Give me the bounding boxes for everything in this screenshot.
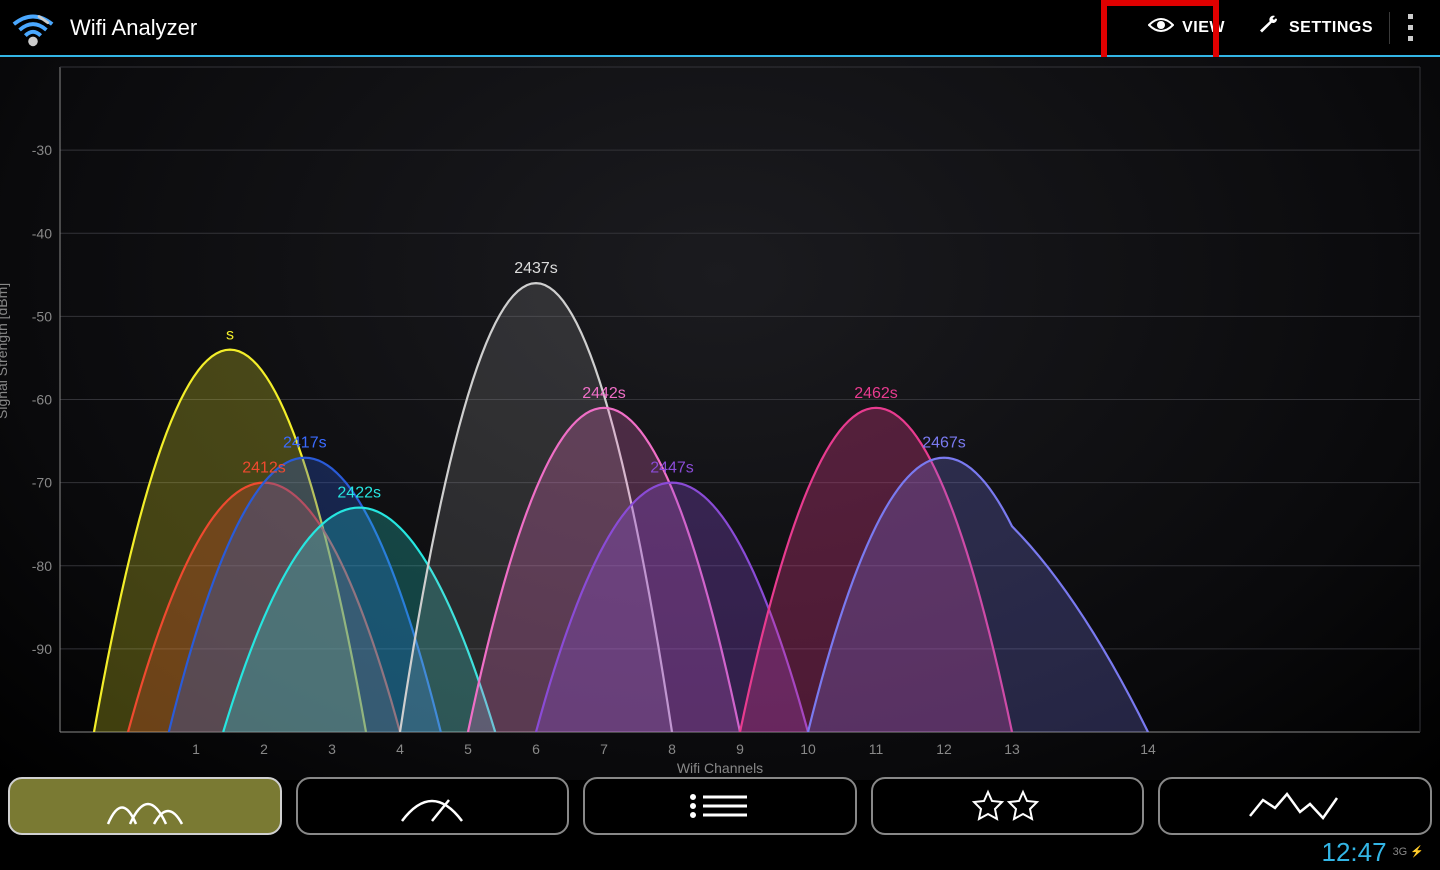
app-toolbar: Wifi Analyzer VIEW SETTINGS <box>0 0 1440 55</box>
svg-text:-30: -30 <box>32 142 52 158</box>
svg-text:2412s: 2412s <box>242 460 286 477</box>
svg-text:14: 14 <box>1140 741 1156 757</box>
svg-text:-40: -40 <box>32 225 52 241</box>
svg-text:10: 10 <box>800 741 816 757</box>
nav-signal-meter[interactable] <box>296 777 570 835</box>
status-extra: 3G ⚡ <box>1393 847 1424 858</box>
wrench-icon <box>1257 13 1289 42</box>
stars-icon <box>968 788 1048 824</box>
svg-text:12: 12 <box>936 741 952 757</box>
eye-icon <box>1148 16 1182 39</box>
settings-button[interactable]: SETTINGS <box>1241 0 1389 55</box>
svg-text:2467s: 2467s <box>922 435 966 452</box>
svg-text:2422s: 2422s <box>337 485 381 502</box>
app-icon <box>10 5 56 51</box>
svg-text:8: 8 <box>668 741 676 757</box>
svg-text:11: 11 <box>869 741 884 757</box>
time-graph-icon <box>1245 786 1345 826</box>
svg-text:2462s: 2462s <box>854 385 898 402</box>
overflow-menu-button[interactable] <box>1390 0 1430 55</box>
clock: 12:47 <box>1321 837 1386 868</box>
list-icon <box>685 789 755 823</box>
view-button[interactable]: VIEW <box>1132 0 1241 55</box>
nav-channel-graph[interactable] <box>8 777 282 835</box>
settings-label: SETTINGS <box>1289 19 1373 37</box>
svg-text:2442s: 2442s <box>582 385 626 402</box>
nav-channel-rating[interactable] <box>871 777 1145 835</box>
chart-svg: -30-40-50-60-70-80-901234567891011121314… <box>0 57 1440 780</box>
svg-text:-80: -80 <box>32 558 52 574</box>
svg-text:-50: -50 <box>32 308 52 324</box>
svg-text:-60: -60 <box>32 392 52 408</box>
svg-text:2417s: 2417s <box>283 435 327 452</box>
svg-text:5: 5 <box>464 741 472 757</box>
nav-time-graph[interactable] <box>1158 777 1432 835</box>
view-label: VIEW <box>1182 19 1225 37</box>
svg-text:6: 6 <box>532 741 540 757</box>
svg-text:2: 2 <box>260 741 268 757</box>
channel-graph-icon <box>100 786 190 826</box>
svg-text:7: 7 <box>600 741 608 757</box>
x-axis-label: Wifi Channels <box>677 760 763 776</box>
svg-text:s: s <box>226 327 234 344</box>
y-axis-label: Signal Strength [dBm] <box>0 282 10 418</box>
nav-channel-list[interactable] <box>583 777 857 835</box>
meter-icon <box>387 786 477 826</box>
svg-text:4: 4 <box>396 741 404 757</box>
svg-text:13: 13 <box>1004 741 1020 757</box>
svg-text:-90: -90 <box>32 641 52 657</box>
svg-text:2447s: 2447s <box>650 460 694 477</box>
svg-text:3: 3 <box>328 741 336 757</box>
svg-text:2437s: 2437s <box>514 260 558 277</box>
app-title: Wifi Analyzer <box>70 15 197 41</box>
svg-text:9: 9 <box>736 741 744 757</box>
svg-text:-70: -70 <box>32 475 52 491</box>
signal-chart: Signal Strength [dBm] -30 -40 -50 -60 -70 -80… <box>0 57 1440 780</box>
view-mode-nav <box>0 777 1440 835</box>
svg-text:1: 1 <box>192 741 200 757</box>
system-bar: 12:47 3G ⚡ <box>0 835 1440 870</box>
